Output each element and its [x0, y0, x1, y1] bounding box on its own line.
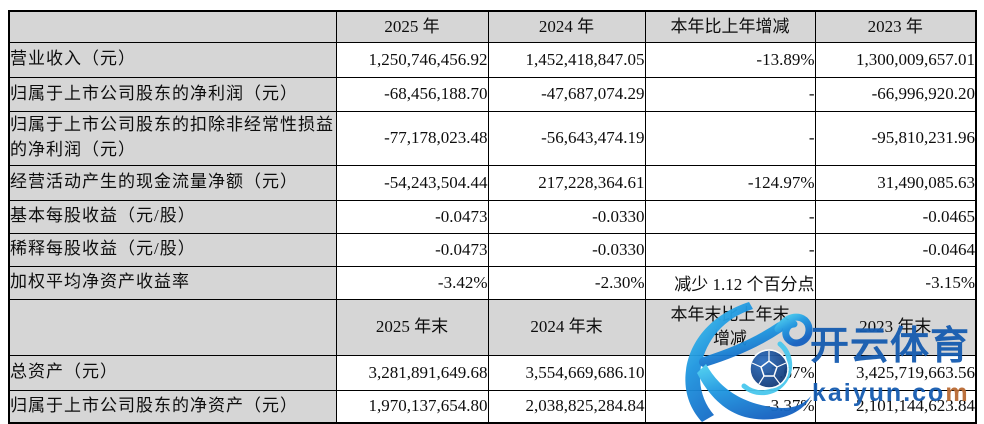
value-change: -13.89% [644, 41, 816, 78]
value-y2024: -0.0330 [487, 232, 646, 267]
value-change: -124.97% [644, 164, 816, 201]
header-col-label: 2024 年 [538, 16, 595, 36]
row-label: 经营活动产生的现金流量净额（元） [8, 164, 337, 201]
header-col-2: 本年末比上年末增减 [644, 298, 816, 356]
value-y2024: -2.30% [487, 265, 646, 300]
table-header-row: 2025 年末 2024 年末 本年末比上年末增减 2023 年末 [8, 298, 977, 356]
row-label: 归属于上市公司股东的净利润（元） [8, 76, 337, 112]
row-label: 营业收入（元） [8, 41, 337, 78]
value-y2023: 3,425,719,663.56 [814, 354, 977, 391]
header-col-label: 2023 年末 [859, 317, 932, 337]
table-row: 营业收入（元） 1,250,746,456.92 1,452,418,847.05-… [8, 41, 977, 78]
value-y2024: 3,554,669,686.10 [487, 354, 646, 391]
value-y2025: 1,970,137,654.80 [335, 389, 489, 424]
table-row: 加权平均净资产收益率 -3.42% -2.30% 减少 1.12 个百分点 -3.15% [8, 265, 977, 300]
table-row: 归属于上市公司股东的净利润（元） -68,456,188.70 -47,687,07… [8, 76, 977, 112]
header-col-label: 2025 年 [384, 16, 440, 36]
value-y2025: 1,250,746,456.92 [335, 41, 489, 78]
value-y2023: 1,300,009,657.01 [814, 41, 977, 78]
value-y2023: 2,101,144,623.84 [814, 389, 977, 424]
header-blank-cell [8, 10, 337, 43]
value-y2025: -0.0473 [335, 199, 489, 234]
value-y2025: -3.42% [335, 265, 489, 300]
row-label: 稀释每股收益（元/股） [8, 232, 337, 267]
value-y2025: 3,281,891,649.68 [335, 354, 489, 391]
table-header-row: 2025 年 2024 年 本年比上年增减 2023 年 [8, 10, 977, 43]
value-change: -3.37% [644, 389, 816, 424]
value-change: 减少 1.12 个百分点 [644, 265, 816, 300]
value-y2024: 2,038,825,284.84 [487, 389, 646, 424]
row-label: 归属于上市公司股东的扣除非经常性损益的净利润（元） [8, 110, 337, 166]
table-row: 经营活动产生的现金流量净额（元） -54,243,504.44 217,228,36… [8, 164, 977, 201]
row-label: 归属于上市公司股东的净资产（元） [8, 389, 337, 424]
header-blank-cell [8, 298, 337, 356]
header-col-0: 2025 年 [335, 10, 489, 43]
header-col-label: 2023 年 [867, 16, 923, 36]
header-col-3: 2023 年 [814, 10, 977, 43]
header-col-3: 2023 年末 [814, 298, 977, 356]
value-y2023: -0.0464 [814, 232, 977, 267]
value-y2023: -0.0465 [814, 199, 977, 234]
table-row: 稀释每股收益（元/股） -0.0473 -0.0330- -0.0464 [8, 232, 977, 267]
value-change: - [644, 232, 816, 267]
table-row: 归属于上市公司股东的扣除非经常性损益的净利润（元） -77,178,023.48-… [8, 110, 977, 166]
value-y2025: -68,456,188.70 [335, 76, 489, 112]
header-col-label: 本年末比上年末增减 [670, 305, 790, 348]
header-col-label: 2024 年末 [530, 317, 603, 337]
value-y2025: -0.0473 [335, 232, 489, 267]
key-financials-table: 2025 年 2024 年 本年比上年增减 2023 年营业收入（元） 1,250,74… [8, 10, 977, 424]
value-change: - [644, 199, 816, 234]
value-y2023: -3.15% [814, 265, 977, 300]
value-y2023: 31,490,085.63 [814, 164, 977, 201]
value-y2024: -47,687,074.29 [487, 76, 646, 112]
value-change: - [644, 110, 816, 166]
value-y2024: -0.0330 [487, 199, 646, 234]
value-y2023: -66,996,920.20 [814, 76, 977, 112]
row-label: 加权平均净资产收益率 [8, 265, 337, 300]
value-y2024: 1,452,418,847.05 [487, 41, 646, 78]
row-label: 总资产（元） [8, 354, 337, 391]
value-y2023: -95,810,231.96 [814, 110, 977, 166]
value-y2025: -77,178,023.48 [335, 110, 489, 166]
header-col-label: 2025 年末 [375, 317, 449, 337]
header-col-1: 2024 年 [487, 10, 646, 43]
value-change: -7.67% [644, 354, 816, 391]
header-col-1: 2024 年末 [487, 298, 646, 356]
table-row: 总资产（元） 3,281,891,649.68 3,554,669,686.10 -7… [8, 354, 977, 391]
row-label: 基本每股收益（元/股） [8, 199, 337, 234]
value-change: - [644, 76, 816, 112]
header-col-2: 本年比上年增减 [644, 10, 816, 43]
value-y2024: 217,228,364.61 [487, 164, 646, 201]
header-col-label: 本年比上年增减 [670, 16, 790, 36]
value-y2025: -54,243,504.44 [335, 164, 489, 201]
header-col-0: 2025 年末 [335, 298, 489, 356]
table-row: 归属于上市公司股东的净资产（元） 1,970,137,654.80 2,038,82… [8, 389, 977, 424]
value-y2024: -56,643,474.19 [487, 110, 646, 166]
table-row: 基本每股收益（元/股） -0.0473 -0.0330- -0.0465 [8, 199, 977, 234]
